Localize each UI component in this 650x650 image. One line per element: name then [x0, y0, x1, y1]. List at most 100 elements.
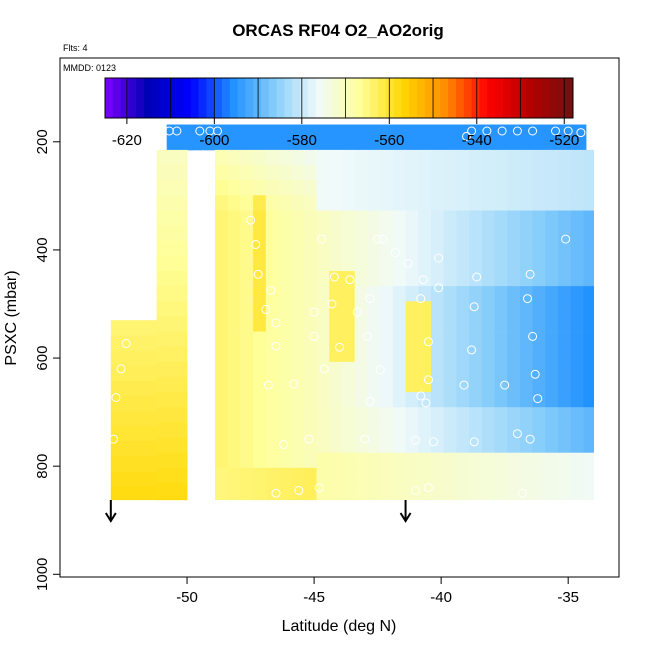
heatmap-cell — [354, 195, 368, 211]
sample-point — [319, 364, 329, 374]
heatmap-cell — [182, 195, 188, 211]
colorbar-segment — [362, 78, 371, 118]
heatmap-cell — [316, 286, 330, 302]
heatmap-cell — [291, 301, 305, 317]
heatmap-cell — [316, 225, 330, 242]
sample-point — [294, 486, 304, 495]
heatmap-cell — [281, 139, 295, 151]
heatmap-cell — [342, 149, 356, 166]
heatmap-cell — [342, 422, 356, 438]
heatmap-cell — [215, 361, 229, 378]
heatmap-cell — [443, 407, 457, 423]
heatmap-cell — [570, 180, 584, 196]
heatmap-cell — [182, 210, 188, 226]
heatmap-cell — [431, 301, 445, 317]
heatmap-cell — [253, 240, 267, 257]
heatmap-cell — [418, 452, 432, 469]
heatmap-cell — [265, 452, 279, 469]
heatmap-cell — [570, 286, 584, 302]
heatmap-cell — [291, 255, 305, 272]
heatmap-cell — [278, 225, 292, 242]
sample-point — [373, 234, 383, 244]
sample-point — [266, 286, 276, 295]
heatmap-cell — [265, 361, 279, 378]
heatmap-cell — [156, 467, 170, 484]
heatmap-cell — [570, 195, 584, 211]
heatmap-cell — [570, 482, 584, 499]
heatmap-cell — [481, 165, 495, 181]
heatmap-cell — [494, 165, 508, 181]
sample-point — [271, 318, 281, 328]
heatmap-cell — [405, 377, 419, 393]
heatmap-cell — [469, 316, 483, 332]
heatmap-cell — [342, 180, 356, 196]
heatmap-cell — [392, 346, 406, 363]
heatmap-cell — [169, 452, 183, 469]
heatmap-cell — [240, 377, 254, 393]
heatmap-cell — [110, 380, 124, 397]
heatmap-cell — [380, 180, 394, 196]
heatmap-cell — [316, 498, 330, 501]
heatmap-cell — [367, 240, 381, 257]
sample-point — [497, 126, 507, 136]
sample-markers — [108, 126, 586, 498]
heatmap-cell — [306, 139, 320, 151]
heatmap-cell — [558, 316, 572, 332]
heatmap-cell — [507, 286, 521, 302]
heatmap-cell — [545, 498, 559, 501]
heatmap-cell — [481, 195, 495, 211]
colorbar-segment — [440, 78, 449, 118]
heatmap-cell — [182, 482, 188, 499]
heatmap-cell — [519, 165, 533, 181]
heatmap-cell — [278, 271, 292, 287]
heatmap-cell — [380, 407, 394, 423]
heatmap-cell — [329, 437, 343, 453]
heatmap-cell — [370, 139, 384, 151]
heatmap-cell — [319, 139, 333, 151]
heatmap-cell — [532, 195, 546, 211]
heatmap-cell — [570, 361, 584, 378]
heatmap-cell — [570, 225, 584, 242]
heatmap-cell — [291, 149, 305, 166]
heatmap-cell — [583, 498, 594, 501]
heatmap-cell — [583, 240, 594, 257]
heatmap-cell — [367, 210, 381, 226]
heatmap-cell — [392, 149, 406, 166]
heatmap-cell — [265, 165, 279, 181]
heatmap-cell — [405, 452, 419, 469]
heatmap-cell — [156, 301, 170, 317]
heatmap-cell — [217, 139, 231, 151]
heatmap-cell — [278, 149, 292, 166]
heatmap-cell — [392, 361, 406, 378]
heatmap-cell — [316, 482, 330, 499]
y-axis: 200 400 600 800 1000 — [34, 129, 61, 591]
heatmap-cell — [418, 255, 432, 272]
heatmap-cell — [265, 498, 279, 501]
heatmap-cell — [293, 139, 307, 151]
heatmap-cell — [342, 392, 356, 408]
heatmap-cell — [136, 335, 150, 351]
sample-point — [533, 394, 543, 404]
heatmap-cell — [443, 331, 457, 348]
heatmap-cell — [110, 365, 124, 382]
heatmap-cell — [405, 165, 419, 181]
sample-point — [352, 307, 362, 317]
heatmap-cell — [278, 482, 292, 499]
heatmap-cell — [215, 286, 229, 302]
heatmap-cell — [558, 331, 572, 348]
heatmap-cell — [179, 124, 193, 140]
sample-point — [253, 269, 263, 279]
heatmap-cell — [215, 316, 229, 332]
heatmap-cell — [367, 149, 381, 166]
heatmap-cell — [156, 286, 170, 302]
heatmap-cell — [278, 210, 292, 226]
heatmap-cell — [291, 271, 305, 287]
heatmap-cell — [570, 498, 584, 501]
heatmap-cell — [278, 301, 292, 317]
heatmap-cell — [380, 225, 394, 242]
heatmap-cell — [519, 422, 533, 438]
heatmap-cell — [431, 149, 445, 166]
heatmap-cell — [303, 301, 317, 317]
heatmap-cell — [169, 316, 183, 332]
heatmap-cell — [110, 486, 124, 501]
